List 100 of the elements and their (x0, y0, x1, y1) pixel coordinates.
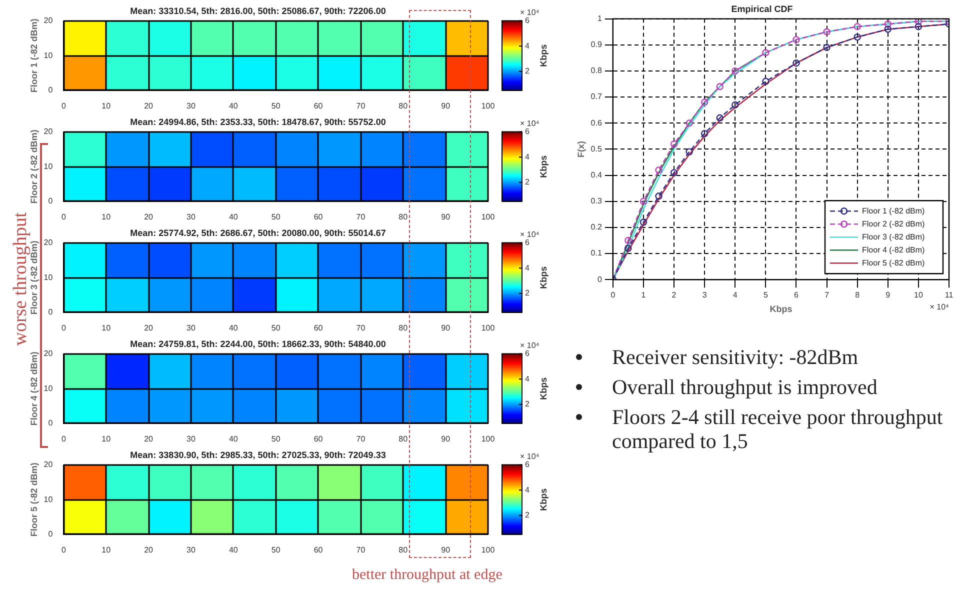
x-tick-label: 80 (398, 434, 408, 444)
y-axis-title: F(x) (576, 140, 586, 158)
point (640, 218, 648, 226)
x-tick-label: 80 (398, 545, 408, 554)
x-tick-label: 40 (228, 545, 238, 554)
point (792, 36, 800, 44)
y-tick-label: 20 (44, 127, 54, 136)
x-axis-title: Kbps (770, 304, 792, 314)
x-tick-label: 90 (441, 212, 451, 222)
text: worse throughput (10, 212, 31, 346)
x-tick-label: 30 (186, 323, 196, 332)
point (884, 26, 892, 33)
y-tick-label: 20 (44, 16, 54, 26)
color-bar-title: Kbps (538, 488, 548, 511)
point (854, 33, 861, 41)
point (640, 198, 648, 205)
x-tick-label: 0 (61, 545, 66, 554)
x-tick-label: 50 (271, 212, 281, 222)
y-tick-label: 0.6 (590, 118, 602, 128)
y-tick-label: 0.3 (590, 196, 602, 206)
point (655, 166, 662, 174)
x-tick-label: 40 (228, 101, 238, 110)
point (884, 20, 892, 28)
x-tick-label: 9 (886, 290, 891, 300)
x-tick-label: 20 (144, 434, 154, 444)
x-tick-label: 10 (914, 290, 924, 300)
chart-title: Mean: 25774.92, 5th: 2686.67, 50th: 20080.00, 90th: 55014.67 (130, 228, 386, 238)
y-axis-title: Floor 3 (-82 dBm) (28, 240, 39, 315)
chart-title: Mean: 24994.86, 5th: 2353.33, 50th: 18478.67, 90th: 55752.00 (130, 116, 386, 127)
x-tick-label: 20 (144, 212, 154, 222)
point (823, 44, 830, 52)
x-tick-label: 2 (672, 290, 677, 300)
point (914, 23, 922, 30)
x-tick-label: 80 (398, 323, 408, 332)
x-tick-label: 4 (732, 290, 738, 300)
x-tick-label: 40 (228, 434, 238, 444)
x-tick-label: 11 (944, 290, 954, 300)
legend-label: Floor 5 (-82 dBm) (862, 258, 926, 268)
x-tick-label: 30 (186, 101, 196, 110)
chart-title: Mean: 24759.81, 5th: 2244.00, 50th: 18662.33, 90th: 54840.00 (130, 338, 386, 349)
x-tick-label: 90 (441, 101, 451, 110)
chart-title: Mean: 33830.90, 5th: 2985.33, 50th: 27025.33, 90th: 72049.33 (130, 450, 386, 460)
color-bar-label: 2 (525, 510, 530, 520)
color-bar-label: 2 (525, 178, 530, 187)
color-bar-label: 6 (525, 460, 530, 470)
color-bar-label: 2 (525, 66, 530, 76)
x-tick-label: 6 (794, 290, 800, 300)
text: × 10⁴ (520, 452, 540, 462)
point (700, 98, 708, 106)
x-tick-label: 30 (186, 545, 196, 554)
x-tick-label: 1 (641, 290, 646, 300)
y-tick-label: 0.4 (590, 170, 602, 180)
x-tick-label: 100 (481, 545, 496, 554)
color-bar-label: 6 (525, 238, 530, 248)
y-axis-title: Floor 4 (-82 dBm) (28, 352, 39, 426)
x-tick-label: 0 (61, 323, 66, 332)
x-tick-label: 8 (855, 290, 860, 300)
color-bar-label: 6 (525, 127, 530, 136)
point (655, 192, 662, 200)
y-tick-label: 0.8 (590, 66, 602, 76)
x-tick-label: 0 (610, 290, 616, 300)
x-tick-label: 20 (144, 101, 154, 110)
color-bar-label: 4 (525, 374, 530, 384)
x-tick-label: 90 (441, 545, 451, 554)
x-tick-label: 60 (314, 434, 324, 444)
x-tick-label: 10 (102, 545, 112, 554)
point (624, 244, 632, 252)
point (716, 83, 724, 90)
chart-title: Empirical CDF (731, 4, 794, 14)
y-axis-title: Floor 5 (-82 dBm) (28, 462, 39, 537)
legend-label: Floor 4 (-82 dBm) (862, 245, 926, 254)
y-axis-title: Floor 2 (-82 dBm) (28, 130, 39, 204)
y-tick-label: 10 (44, 50, 54, 60)
y-tick-label: 0 (48, 196, 54, 206)
color-bar-label: 6 (525, 349, 530, 358)
point (762, 49, 770, 56)
color-bar-label: 2 (525, 400, 530, 409)
x-tick-label: 50 (271, 323, 281, 332)
point (686, 120, 693, 127)
x-tick-label: 60 (314, 545, 324, 554)
point (914, 18, 922, 26)
text: × 10⁴ (520, 230, 540, 240)
x-tick-label: 80 (398, 101, 408, 110)
x-tick-label: 10 (102, 212, 112, 222)
x-tick-label: 60 (314, 323, 324, 332)
x-tick-label: 100 (481, 101, 496, 110)
point (792, 60, 800, 67)
x-tick-label: 0 (61, 212, 66, 222)
chart-title: Mean: 33310.54, 5th: 2816.00, 50th: 25086.67, 90th: 72206.00 (130, 6, 386, 16)
x-tick-label: 80 (398, 212, 408, 222)
x-tick-label: 30 (186, 212, 196, 222)
text: × 10⁴ (520, 341, 540, 350)
y-tick-label: 20 (44, 238, 54, 248)
y-tick-label: 0 (48, 530, 54, 539)
point (700, 130, 708, 138)
x-tick-label: 50 (271, 545, 281, 554)
x-tick-label: 40 (228, 323, 238, 332)
y-tick-label: 0.9 (590, 40, 602, 50)
x-tick-label: 90 (441, 434, 451, 444)
y-tick-label: 10 (44, 384, 54, 393)
